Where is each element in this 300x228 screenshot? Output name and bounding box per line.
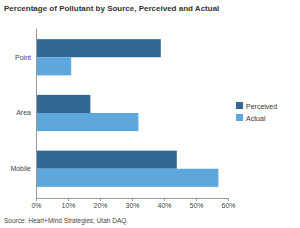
x-tick: 10% (61, 198, 75, 209)
bars (36, 39, 218, 187)
title: Percentage of Pollutant by Source, Perce… (4, 4, 219, 13)
x-tick-label: 20% (93, 202, 107, 209)
x-tick-mark (132, 198, 133, 201)
legend-label: Perceived (246, 103, 277, 110)
bar (36, 95, 90, 113)
y-tick-label: Point (15, 54, 31, 61)
x-tick-label: 50% (189, 202, 203, 209)
x-tick-mark (100, 198, 101, 201)
legend: Perceived Actual (236, 102, 277, 122)
bar (36, 169, 218, 187)
x-tick-mark (228, 198, 229, 201)
x-tick-label: 0% (31, 202, 41, 209)
legend-label: Actual (246, 115, 266, 122)
y-axis-line (36, 29, 37, 199)
y-tick-label: Area (16, 109, 31, 116)
y-axis: Point Area Mobile (10, 29, 36, 199)
x-tick: 40% (157, 198, 171, 209)
legend-item: Perceived (236, 102, 277, 110)
x-tick: 60% (221, 198, 235, 209)
legend-item: Actual (236, 114, 266, 122)
x-tick-mark (196, 198, 197, 201)
bar (36, 113, 138, 131)
x-tick: 50% (189, 198, 203, 209)
x-tick-label: 10% (61, 202, 75, 209)
annotation: Source: Heart+Mind Strategies; Utah DAQ. (4, 217, 128, 225)
x-axis: 0% 10% 20% 30% 40% 50% 60% (31, 198, 235, 209)
x-tick: 0% (31, 198, 41, 209)
chart: Percentage of Pollutant by Source, Perce… (0, 0, 300, 228)
x-tick-label: 30% (125, 202, 139, 209)
x-tick-label: 40% (157, 202, 171, 209)
legend-swatch (236, 102, 243, 109)
x-axis-line (37, 199, 229, 202)
legend-swatch (236, 114, 243, 121)
x-tick-mark (68, 198, 69, 201)
y-tick: Point (15, 54, 36, 61)
x-tick: 20% (93, 198, 107, 209)
y-tick: Mobile (10, 165, 36, 172)
y-tick-label: Mobile (10, 165, 31, 172)
bar (36, 57, 71, 75)
y-tick: Area (16, 109, 36, 116)
bar (36, 39, 161, 57)
plot: 0% 10% 20% 30% 40% 50% 60% Point Area Mobile (10, 29, 235, 209)
x-tick: 30% (125, 198, 139, 209)
bar (36, 151, 177, 169)
x-tick-mark (164, 198, 165, 201)
x-tick-label: 60% (221, 202, 235, 209)
